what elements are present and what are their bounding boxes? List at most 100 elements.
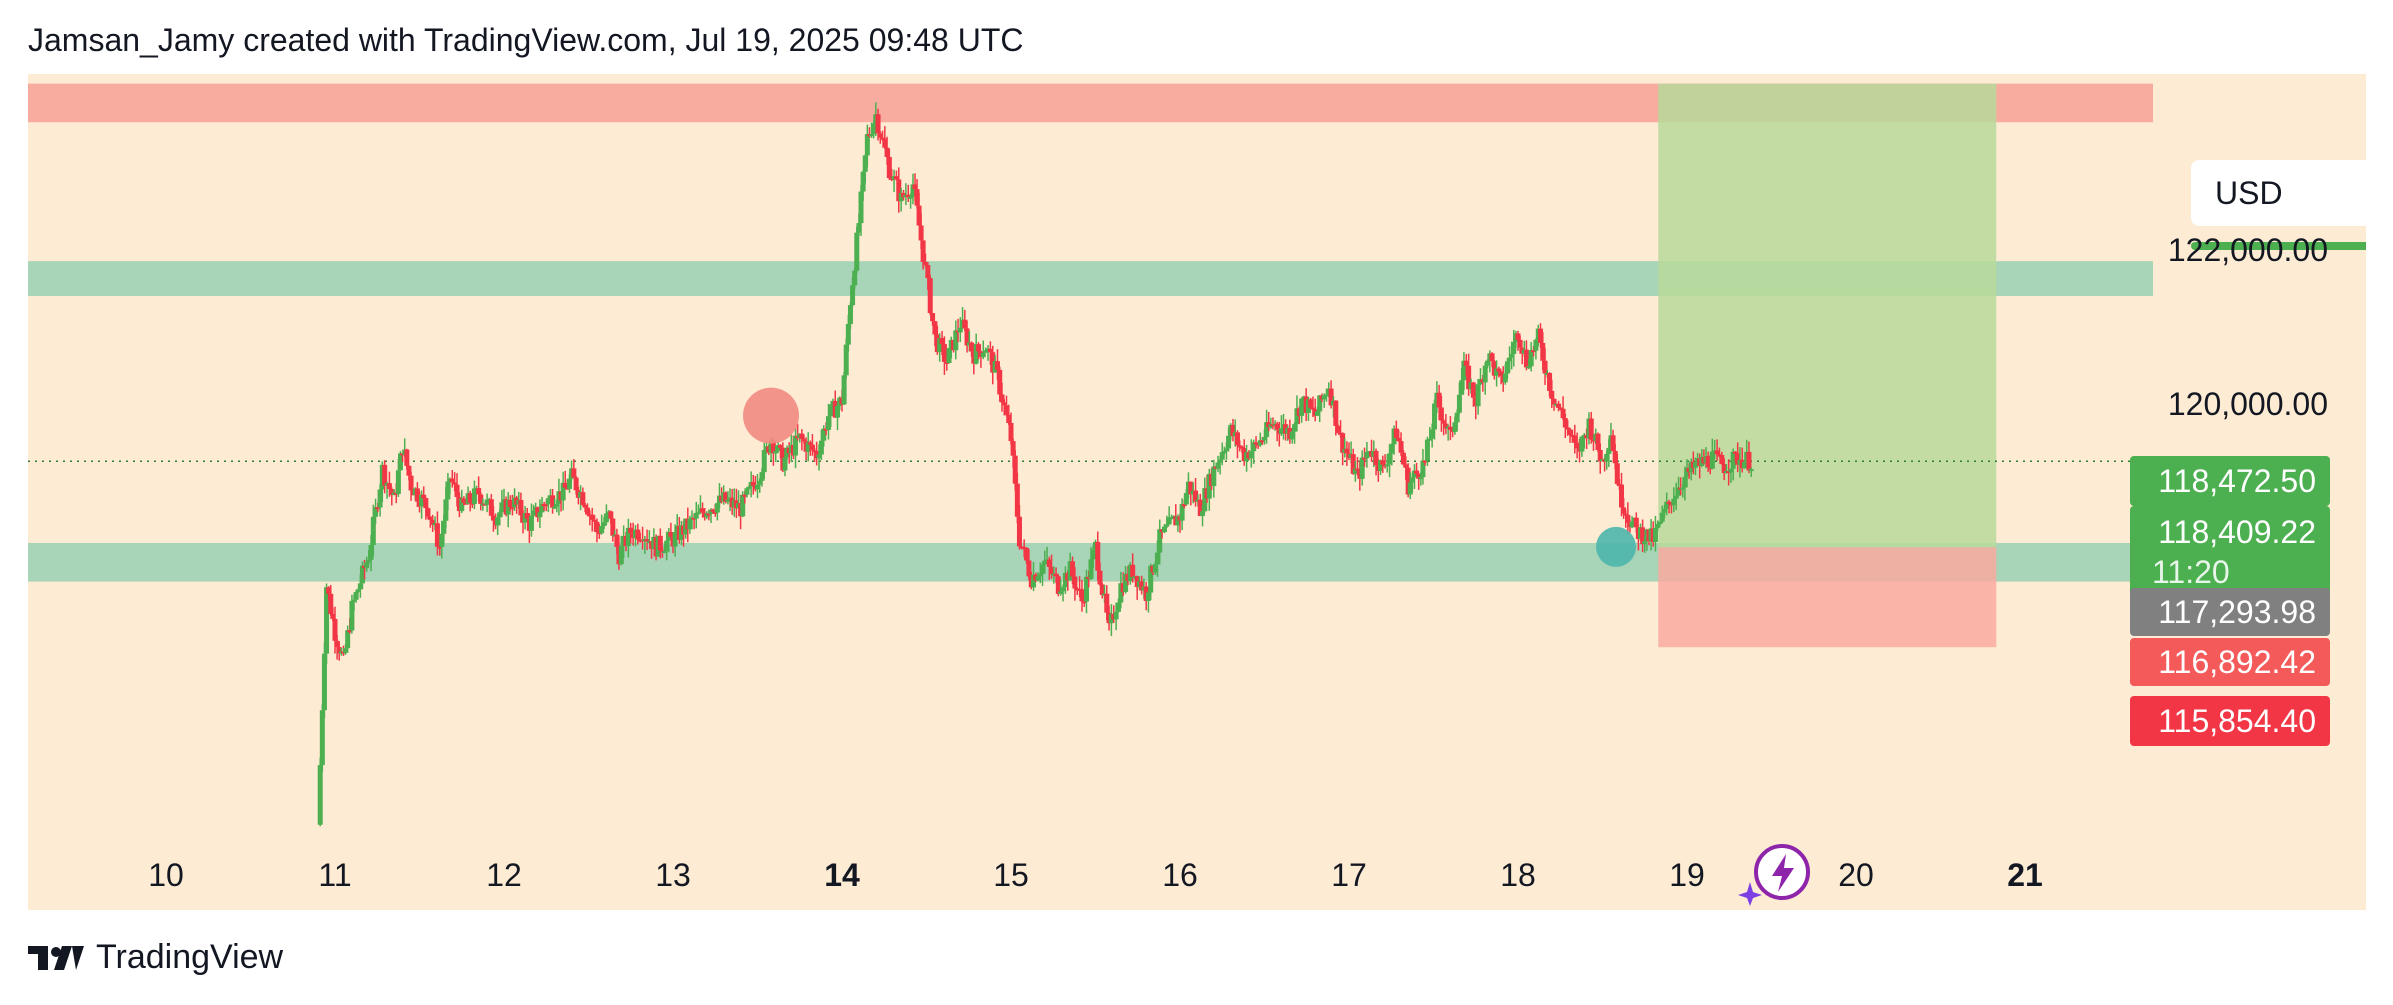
candle-body (550, 495, 556, 508)
candle-body (1666, 501, 1672, 504)
candle-body (1055, 576, 1061, 594)
chart-area[interactable]: 10 11 12 13 14 15 16 17 18 19 20 21 USD 122,000.00 … (28, 74, 2366, 910)
candle-body (1072, 576, 1078, 589)
candle-body (1396, 437, 1402, 442)
candle-body (1333, 400, 1339, 426)
candle-body (757, 480, 763, 485)
x-tick-21: 21 (2007, 857, 2043, 893)
candle-body (1625, 514, 1631, 523)
candle-body (821, 428, 827, 441)
candle-body (1154, 552, 1160, 565)
candle-body (1183, 493, 1189, 505)
candle-body (1248, 451, 1254, 459)
candle-body (1130, 564, 1136, 577)
candle-body (973, 344, 979, 364)
x-axis: 10 11 12 13 14 15 16 17 18 19 20 21 (148, 857, 2043, 893)
candle-body (805, 442, 811, 452)
candle-body (1515, 333, 1521, 340)
candle-body (1099, 584, 1105, 595)
candle-body (946, 348, 952, 364)
flash-icon[interactable] (1738, 842, 1818, 910)
candle-body (614, 534, 620, 547)
bar-countdown: 11:20 (2152, 554, 2230, 590)
x-tick-16: 16 (1162, 857, 1198, 893)
y-tick-120000: 120,000.00 (2167, 386, 2328, 422)
candle-body (351, 599, 357, 602)
candle-body (1350, 454, 1356, 474)
candle-body (744, 488, 750, 495)
candle-body (668, 532, 674, 537)
candle-body (1081, 601, 1087, 604)
candle-body (700, 508, 706, 513)
candle-body (1123, 573, 1129, 592)
candle-body (1219, 452, 1225, 460)
candle-body (1026, 560, 1032, 577)
x-tick-13: 13 (655, 857, 691, 893)
candle-body (1424, 439, 1430, 461)
candle-body (1498, 371, 1504, 377)
x-tick-17: 17 (1331, 857, 1367, 893)
currency-button[interactable]: USD (2191, 160, 2366, 226)
price-chart[interactable]: 10 11 12 13 14 15 16 17 18 19 20 21 (28, 74, 2366, 910)
candle-body (1139, 581, 1145, 591)
candle-body (1610, 435, 1616, 451)
candle-body (1657, 521, 1663, 524)
candle-body (847, 305, 853, 325)
candle-body (816, 454, 822, 459)
candle-body (1389, 444, 1395, 454)
candle-body (603, 513, 609, 523)
candle-body (1006, 414, 1012, 423)
candle-body (445, 481, 451, 500)
candle-body (1454, 412, 1460, 423)
candle-body (983, 350, 989, 353)
candle-body (925, 265, 931, 279)
zone-take-profit (1658, 83, 1997, 548)
candles-layer (317, 102, 1754, 827)
candle-body (1416, 473, 1422, 479)
candle-body (1175, 516, 1181, 526)
candle-body (454, 484, 460, 498)
candle-body (1088, 559, 1094, 579)
candle-body (1411, 470, 1417, 478)
candle-body (782, 457, 788, 471)
candle-body (1217, 459, 1223, 463)
candle-body (1188, 481, 1194, 495)
candle-body (1226, 435, 1232, 449)
candle-body (430, 519, 436, 525)
candle-body (1692, 462, 1698, 468)
footer-brand: TradingView (96, 938, 284, 976)
candle-body (1443, 423, 1449, 429)
candle-body (759, 472, 765, 481)
candle-body (910, 184, 916, 197)
candle-body (484, 499, 490, 505)
candle-body (1118, 583, 1124, 603)
candle-body (1398, 441, 1404, 453)
candle-body (545, 498, 551, 505)
candle-body (1031, 574, 1037, 588)
candle-body (893, 176, 899, 180)
candle-body (1354, 468, 1360, 471)
candle-body (336, 647, 342, 654)
x-tick-19: 19 (1669, 857, 1705, 893)
candle-body (914, 189, 920, 206)
candle-body (1709, 451, 1715, 469)
candle-body (370, 516, 376, 546)
candle-body (841, 375, 847, 405)
candle-body (382, 464, 388, 486)
candle-body (1251, 442, 1257, 452)
candle-body (1502, 373, 1508, 383)
candle-body (1393, 428, 1399, 438)
candle-body (1335, 425, 1341, 433)
candle-body (317, 765, 323, 825)
candle-body (592, 519, 598, 522)
candle-body (601, 522, 607, 527)
candle-body (421, 494, 427, 499)
candle-body (560, 482, 566, 501)
candle-body (1676, 487, 1682, 496)
candle-body (1612, 450, 1618, 464)
candle-body (345, 630, 351, 649)
candle-body (1429, 429, 1435, 439)
candle-body (710, 509, 716, 512)
candle-body (1528, 350, 1534, 367)
candle-body (478, 494, 484, 505)
